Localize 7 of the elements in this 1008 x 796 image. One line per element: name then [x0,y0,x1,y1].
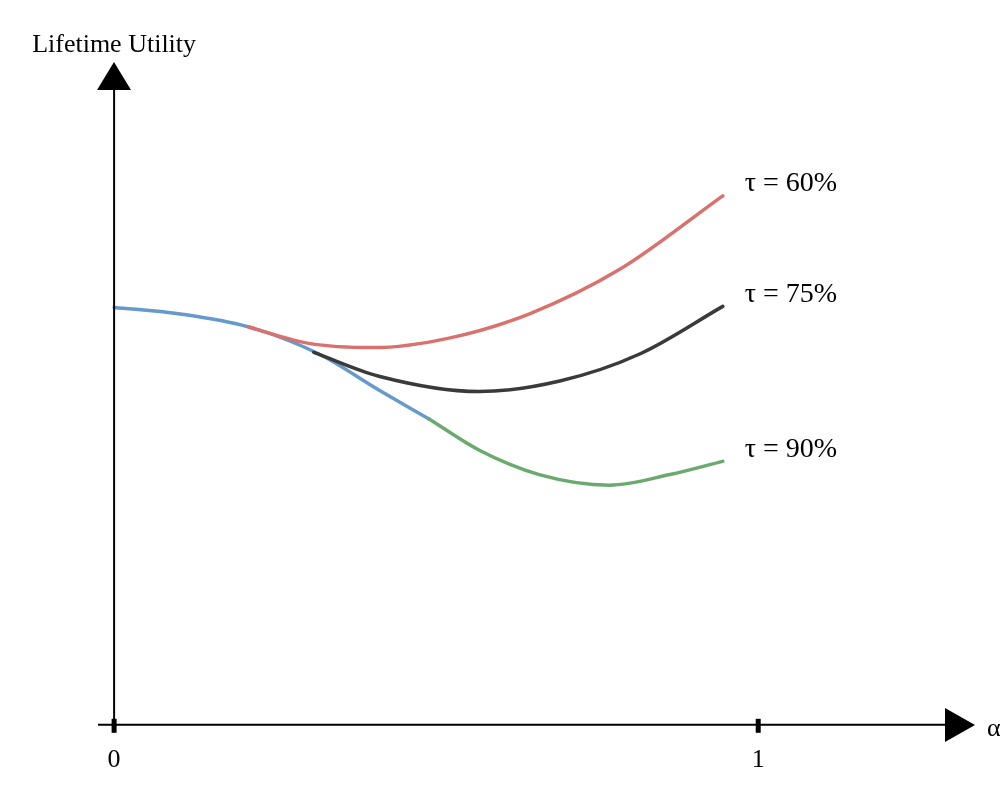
series-label: τ = 75% [744,276,838,308]
x-axis-title: α [987,712,1001,742]
x-tick-label: 1 [751,744,765,774]
x-tick-label: 0 [107,744,121,774]
series-label: τ = 60% [744,166,838,198]
text: Lifetime Utility [32,28,197,58]
series-label: τ = 90% [744,431,838,463]
